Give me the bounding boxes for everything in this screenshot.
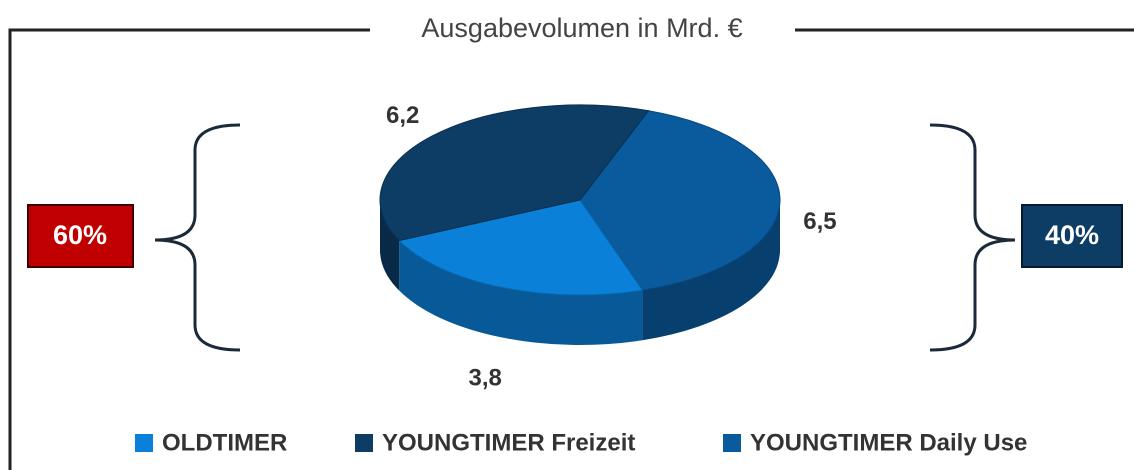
- share-label: 60%: [53, 220, 107, 250]
- slice: [379, 104, 650, 242]
- legend-swatch: [135, 434, 153, 452]
- slice-side: [642, 200, 780, 341]
- brace-right: [929, 123, 1016, 352]
- legend-label: OLDTIMER: [162, 429, 287, 456]
- legend: OLDTIMER YOUNGTIMER Freizeit YOUNGTIMER Da…: [135, 429, 1027, 456]
- share-label: 40%: [1045, 220, 1099, 250]
- chart-title: Ausgabevolumen in Mrd. €: [421, 13, 742, 43]
- brace-left: [154, 123, 241, 352]
- legend-label: YOUNGTIMER Freizeit: [382, 429, 635, 456]
- share-box: [27, 204, 134, 268]
- pie: 6,5 3,8 6,2: [379, 102, 837, 392]
- slice-side: [380, 200, 400, 291]
- data-label: 3,8: [468, 365, 501, 392]
- slice: [398, 199, 644, 296]
- slice: [579, 110, 781, 291]
- data-label: 6,2: [386, 102, 419, 129]
- data-label: 6,5: [803, 208, 836, 235]
- frame: [8, 28, 1134, 470]
- share-box: [1021, 204, 1123, 268]
- slice-side: [399, 240, 643, 345]
- legend-swatch: [355, 434, 373, 452]
- legend-swatch: [723, 434, 741, 452]
- legend-label: YOUNGTIMER Daily Use: [750, 429, 1027, 456]
